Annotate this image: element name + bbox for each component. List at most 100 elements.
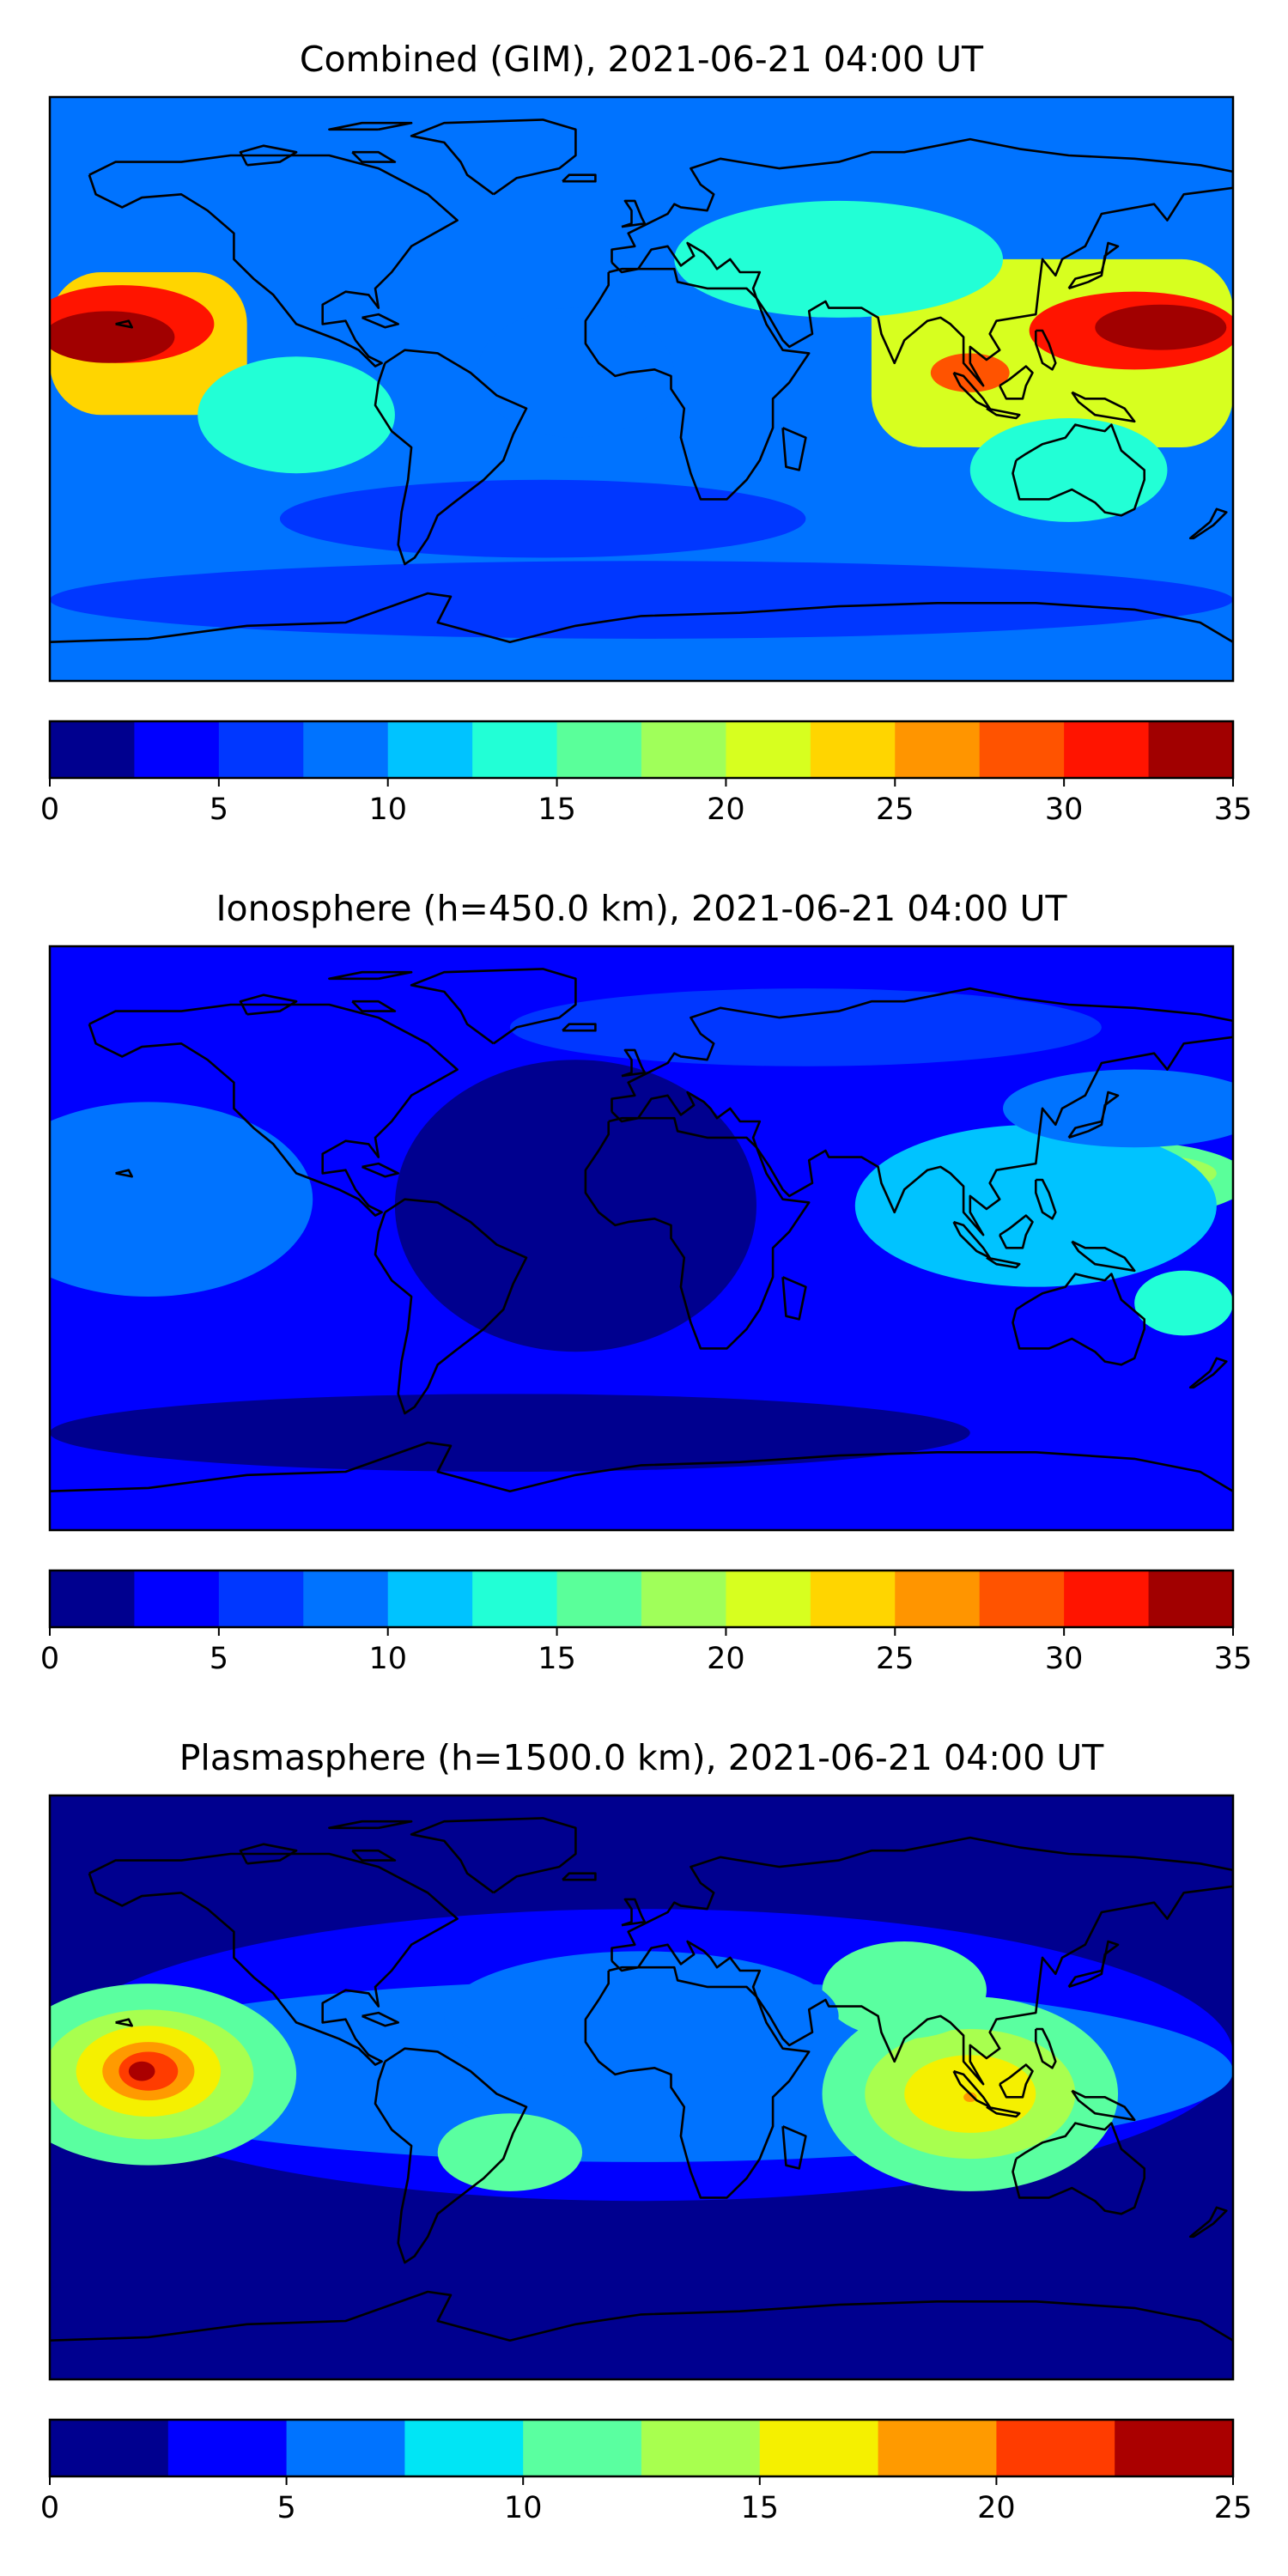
colorbar-tick-label: 25 xyxy=(1214,2491,1253,2525)
colorbar-tick-label: 5 xyxy=(210,1642,228,1676)
colorbar-segment xyxy=(1115,2420,1234,2476)
coastline xyxy=(374,2047,528,2264)
coastline xyxy=(621,1898,647,1927)
coastline xyxy=(361,1162,400,1178)
coastline xyxy=(88,1852,459,2066)
colorbar: 0 5 10 15 20 25 30 35 xyxy=(40,1569,1252,1676)
colorbar-segment xyxy=(1148,1571,1234,1627)
colorbar: 0 5 10 15 20 25 xyxy=(40,2418,1253,2525)
coastline xyxy=(621,1048,647,1078)
colorbar-segment xyxy=(218,1571,304,1627)
colorbar-segment xyxy=(472,1571,558,1627)
coastline xyxy=(328,970,413,981)
colorbar-segment xyxy=(641,2420,761,2476)
coastline xyxy=(1067,1091,1120,1139)
coastline xyxy=(986,2105,1021,2118)
field-contour xyxy=(50,1102,313,1297)
coastline xyxy=(1012,2122,1145,2215)
colorbar-segment xyxy=(472,721,558,778)
coastline xyxy=(239,993,298,1016)
coastline xyxy=(361,313,400,329)
colorbar-tick-label: 10 xyxy=(368,1642,407,1676)
coastline xyxy=(781,2125,807,2170)
coastline xyxy=(1071,391,1136,423)
colorbar-segment xyxy=(726,721,811,778)
field-contour xyxy=(50,1394,970,1472)
coastline xyxy=(50,1441,1233,1492)
field-contour xyxy=(50,311,175,363)
colorbar-segment xyxy=(1064,721,1150,778)
coastline xyxy=(611,987,1233,1236)
colorbar-segment xyxy=(167,2420,288,2476)
colorbar-segment xyxy=(1148,721,1234,778)
colorbar-segment xyxy=(523,2420,642,2476)
colorbar-segment xyxy=(878,2420,997,2476)
field-contour xyxy=(394,1060,756,1352)
coastline xyxy=(1188,2206,1228,2239)
coastline xyxy=(361,2011,400,2027)
map-panel-1: Combined (GIM), 2021-06-21 04:00 UT 0 5 10 1… xyxy=(40,39,1252,827)
colorbar-tick-label: 15 xyxy=(538,793,576,827)
colorbar-segment xyxy=(726,1571,811,1627)
coastline xyxy=(1035,1178,1057,1220)
field-contour xyxy=(197,356,395,474)
colorbar-segment xyxy=(810,1571,896,1627)
coastline xyxy=(88,154,459,368)
coastline xyxy=(999,365,1034,400)
colorbar-segment xyxy=(50,721,136,778)
colorbar-tick-label: 0 xyxy=(40,2491,59,2525)
field-contour xyxy=(437,2113,583,2191)
field-contour xyxy=(128,2061,155,2081)
coastline xyxy=(239,1843,298,1865)
colorbar-segment xyxy=(1064,1571,1150,1627)
field-contour xyxy=(279,479,806,558)
field-contour xyxy=(1134,1270,1233,1336)
coastline xyxy=(562,173,597,183)
coastline xyxy=(88,1003,459,1217)
coastline xyxy=(115,319,133,329)
field-contour xyxy=(963,2092,977,2102)
colorbar-tick-label: 15 xyxy=(538,1642,576,1676)
coastline xyxy=(1067,1940,1120,1989)
colorbar-tick-label: 10 xyxy=(504,2491,543,2525)
colorbar-segment xyxy=(895,721,981,778)
map-area xyxy=(50,946,1233,1530)
colorbar-segment xyxy=(404,2420,524,2476)
field-contour xyxy=(1095,304,1227,350)
field-contour xyxy=(674,200,1004,318)
colorbar-segment xyxy=(556,1571,642,1627)
colorbar-tick-label: 20 xyxy=(977,2491,1016,2525)
colorbar-segment xyxy=(50,1571,136,1627)
coastline xyxy=(584,1116,811,1350)
colorbar-segment xyxy=(134,721,220,778)
coastline xyxy=(986,1256,1021,1269)
coastline xyxy=(374,349,528,566)
map-frame xyxy=(48,95,1235,683)
coastline xyxy=(351,999,397,1012)
coastline xyxy=(1035,329,1057,371)
field-contour xyxy=(50,561,1233,639)
map-frame xyxy=(48,945,1235,1532)
colorbar-segment xyxy=(303,721,389,778)
colorbar-tick-label: 0 xyxy=(40,793,59,827)
coastline xyxy=(1012,423,1145,517)
map-title: Plasmasphere (h=1500.0 km), 2021-06-21 0… xyxy=(179,1737,1105,1778)
coastline xyxy=(410,1817,577,1894)
coastline xyxy=(1188,507,1228,540)
coastline xyxy=(328,121,413,131)
colorbar-tick-label: 30 xyxy=(1045,1642,1084,1676)
coastline xyxy=(781,427,807,471)
coastline xyxy=(328,1820,413,1830)
colorbar-tick-label: 5 xyxy=(276,2491,295,2525)
coastline xyxy=(562,1023,597,1032)
field-contour xyxy=(477,307,675,438)
coastline xyxy=(410,968,577,1045)
coastline xyxy=(1071,1240,1136,1273)
coastline xyxy=(1067,241,1120,290)
colorbar-segment xyxy=(286,2420,405,2476)
coastline xyxy=(115,2018,133,2027)
colorbar-segment xyxy=(979,721,1065,778)
colorbar-tick-label: 25 xyxy=(876,793,914,827)
field-contour xyxy=(444,1951,839,2081)
